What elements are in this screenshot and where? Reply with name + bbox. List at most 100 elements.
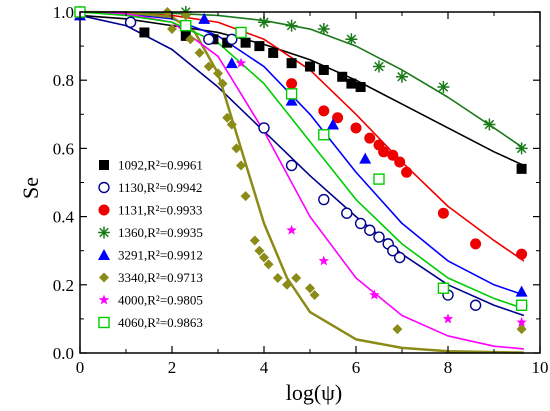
data-point-series-4 (225, 57, 238, 69)
data-point-series-5 (282, 279, 292, 290)
data-point-series-0 (268, 47, 279, 58)
fit-curve-1 (79, 14, 525, 317)
data-point-series-5 (263, 259, 274, 270)
data-point-series-4 (515, 285, 528, 297)
fit-curve-2 (79, 11, 525, 262)
fit-curve-3 (79, 11, 525, 150)
data-point-series-5 (213, 68, 223, 79)
data-point-series-5 (272, 272, 283, 283)
legend-marker-3 (98, 226, 110, 239)
legend-label-7: 4060,R²=0.9863 (118, 315, 203, 330)
x-tick-label: 0 (76, 358, 85, 377)
data-point-series-1 (318, 193, 330, 206)
data-point-series-5 (185, 34, 196, 45)
data-point-series-5 (291, 272, 302, 283)
data-point-series-5 (231, 143, 242, 154)
data-point-series-2 (470, 238, 482, 250)
data-point-series-2 (516, 248, 528, 260)
data-point-series-5 (167, 24, 177, 35)
data-point-series-6 (369, 289, 380, 300)
data-point-series-0 (139, 27, 150, 38)
data-point-series-3 (345, 33, 358, 46)
data-point-series-5 (309, 290, 320, 301)
data-point-series-6 (286, 224, 297, 235)
legend-label-2: 1131,R²=0.9933 (118, 203, 202, 218)
x-tick-label: 10 (532, 358, 549, 377)
data-point-series-3 (515, 142, 528, 155)
data-point-series-4 (285, 94, 298, 106)
data-point-series-1 (373, 231, 385, 243)
legend-label-0: 1092,R²=0.9961 (118, 158, 203, 173)
data-point-series-2 (378, 146, 390, 158)
data-point-series-6 (318, 255, 330, 266)
data-point-series-7 (373, 173, 385, 185)
data-point-series-4 (198, 12, 211, 24)
x-axis-label: log(ψ) (286, 380, 343, 405)
legend-label-1: 1130,R²=0.9942 (118, 180, 202, 195)
data-point-series-6 (442, 313, 454, 324)
fit-curve-0 (79, 14, 525, 167)
data-point-series-2 (437, 207, 449, 219)
data-point-series-2 (387, 149, 399, 161)
data-point-series-3 (285, 19, 298, 32)
data-point-series-2 (318, 105, 330, 117)
data-point-series-0 (346, 78, 357, 89)
legend-label-6: 4000,R²=0.9805 (118, 293, 203, 308)
axes: 0 2 4 6 8 10 0.0 0.2 0.4 0.6 0.8 1.0 (53, 3, 549, 377)
y-tick-label: 0.4 (53, 208, 75, 227)
data-point-series-0 (286, 58, 297, 69)
data-point-series-5 (222, 112, 233, 123)
data-point-series-2 (332, 112, 344, 124)
y-tick-label: 0.0 (53, 344, 74, 363)
x-tick-label: 8 (444, 358, 453, 377)
data-point-series-3 (373, 60, 385, 73)
data-point-series-4 (359, 152, 372, 164)
y-tick-label: 0.2 (53, 276, 74, 295)
data-point-series-1 (124, 16, 137, 28)
data-point-series-1 (226, 33, 238, 45)
data-point-series-0 (180, 30, 191, 41)
data-point-series-5 (203, 61, 214, 72)
data-point-series-3 (396, 70, 408, 83)
x-tick-label: 6 (352, 358, 361, 377)
y-tick-label: 1.0 (53, 3, 74, 22)
legend-label-5: 3340,R²=0.9713 (118, 270, 203, 285)
legend-marker-1 (98, 181, 110, 194)
data-point-series-5 (236, 160, 246, 171)
data-point-series-0 (305, 61, 315, 72)
data-point-series-6 (516, 316, 527, 327)
data-point-series-5 (217, 78, 228, 89)
data-point-series-1 (364, 224, 376, 236)
fit-curve-7 (79, 11, 525, 310)
x-tick-label: 2 (168, 358, 177, 377)
data-point-series-1 (258, 122, 270, 134)
data-point-series-1 (341, 207, 353, 219)
legend-marker-2 (98, 204, 110, 216)
data-point-series-3 (317, 23, 330, 36)
data-point-series-1 (394, 251, 406, 264)
y-tick-label: 0.8 (53, 71, 74, 90)
data-point-series-1 (469, 299, 482, 311)
legend-label-3: 1360,R²=0.9935 (118, 225, 203, 240)
data-point-series-0 (337, 71, 348, 82)
data-point-series-7 (437, 282, 450, 294)
data-point-series-7 (318, 129, 330, 141)
data-point-series-5 (305, 283, 315, 294)
x-tick-label: 4 (260, 358, 269, 377)
data-point-series-5 (194, 47, 205, 58)
data-point-series-4 (327, 118, 339, 130)
legend-marker-6 (98, 294, 110, 305)
data-point-series-2 (364, 132, 376, 144)
data-point-series-5 (240, 191, 251, 202)
legend-marker-0 (99, 160, 109, 170)
data-point-series-7 (180, 19, 192, 32)
legend-marker-7 (98, 316, 110, 329)
data-point-series-0 (318, 64, 329, 75)
data-point-series-3 (437, 81, 450, 94)
data-point-series-0 (222, 37, 233, 48)
legend-marker-4 (98, 249, 110, 260)
data-point-series-7 (235, 26, 247, 39)
data-point-series-1 (387, 244, 399, 257)
data-point-series-5 (516, 324, 527, 335)
data-point-series-2 (401, 166, 413, 178)
